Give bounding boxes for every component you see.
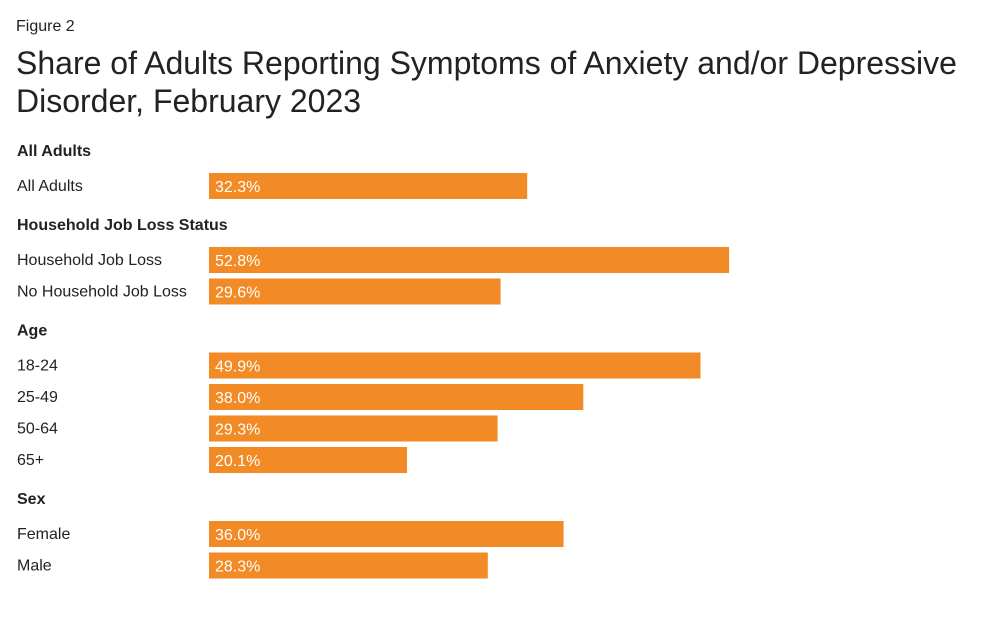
row-label: 18-24: [17, 358, 58, 375]
bar-value-label: 36.0%: [215, 527, 260, 544]
group-heading: All Adults: [17, 143, 91, 160]
bar-value-label: 52.8%: [215, 253, 260, 270]
bar-value-label: 38.0%: [215, 390, 260, 407]
row-label: 25-49: [17, 389, 58, 406]
bar-value-label: 32.3%: [215, 179, 260, 196]
group-heading: Household Job Loss Status: [17, 217, 228, 234]
row-label: No Household Job Loss: [17, 284, 187, 301]
bar: [209, 447, 407, 473]
bar: [209, 552, 488, 579]
bar: [209, 247, 730, 273]
bar-value-label: 29.3%: [215, 422, 260, 439]
row-label: All Adults: [17, 178, 83, 195]
group-heading: Age: [17, 323, 47, 340]
row-label: 50-64: [17, 421, 58, 438]
chart-title: Share of Adults Reporting Symptoms of An…: [16, 45, 957, 119]
bar-value-label: 49.9%: [215, 359, 260, 376]
row-label: Household Job Loss: [17, 252, 162, 269]
bar-value-label: 28.3%: [215, 559, 260, 576]
bar: [209, 173, 528, 199]
bar: [209, 521, 564, 547]
group-heading: Sex: [17, 491, 46, 508]
bar-value-label: 29.6%: [215, 285, 260, 302]
row-label: 65+: [17, 452, 44, 469]
figure-label: Figure 2: [16, 18, 75, 35]
row-label: Female: [17, 526, 70, 543]
bar: [209, 415, 498, 442]
bar-value-label: 20.1%: [215, 453, 260, 470]
row-label: Male: [17, 558, 52, 575]
bar: [209, 278, 501, 305]
bar: [209, 384, 584, 410]
bar: [209, 352, 701, 379]
